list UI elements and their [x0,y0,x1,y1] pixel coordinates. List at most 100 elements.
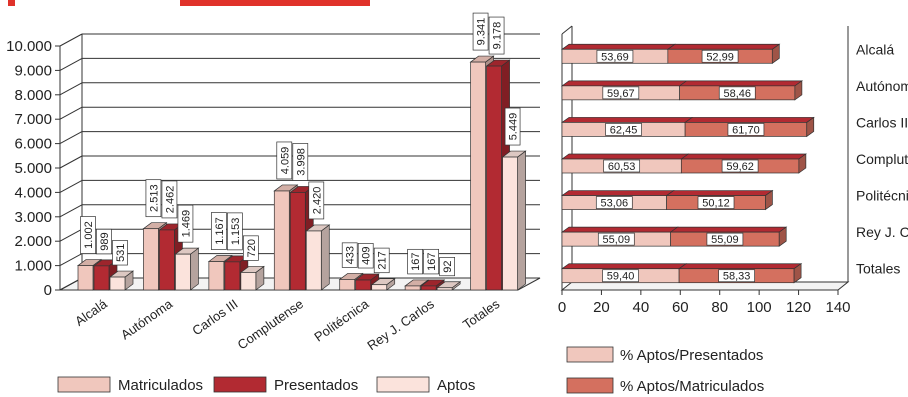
x-tick-label: 60 [672,299,689,316]
value-label-text: 989 [99,232,111,250]
bar-aptos [175,253,191,291]
value-label-text: 409 [361,247,373,265]
value-label-box [697,196,735,209]
x-category-label: Complutense [235,296,306,352]
bar-presentados [486,65,502,291]
hbar-end [793,263,802,284]
value-label-text: 61,70 [732,124,760,136]
value-label: 9.178 [488,16,505,55]
legend-swatch [566,377,614,394]
hbar-top [678,80,803,87]
value-label-box [603,159,641,173]
value-label-box [706,232,744,246]
value-label-text: 1.002 [83,221,95,249]
value-label-text: 60,53 [608,161,636,173]
value-label-text: 4.059 [279,147,291,175]
bar-matriculados [273,190,290,291]
y-category-label: Carlos III [856,114,908,130]
bar-presentados [289,192,306,291]
value-label-box [439,257,455,277]
value-label: 2.513 [145,179,162,218]
value-label-text: 9.178 [492,22,504,50]
header-accent-mark [8,0,15,6]
value-label-text: 53,69 [601,51,629,63]
hbar-end [778,226,787,247]
value-label-box [596,49,634,63]
hbar-top [560,80,688,87]
value-label-text: 3.998 [295,148,307,176]
value-label-box [373,247,390,274]
bar-presentados [355,279,372,291]
grid-diagonal [59,253,83,267]
x-tick-label: 100 [747,299,772,316]
x-category-label: Politécnica [311,296,372,345]
value-label-box [308,181,325,220]
value-label-box [243,235,259,261]
bar-side [320,224,330,291]
y-tick-label: 4.000 [14,184,52,201]
hbar-top [678,263,803,270]
value-label: 2.462 [161,180,178,219]
value-label-box [605,123,642,136]
bar-aptos [305,230,322,291]
x-tick-label: 120 [786,299,811,316]
legend-label: Presentados [274,377,358,394]
y-tick-label: 0 [44,282,52,299]
bar-aptos [502,156,518,291]
legend-label: Matriculados [118,377,203,394]
x-tick-label: 140 [825,299,850,316]
y-tick-label: 8.000 [14,87,52,104]
value-label-box [423,248,439,275]
value-label-text: 2.513 [148,184,160,212]
hbar-end [798,153,807,174]
value-label-box [721,159,759,173]
value-label-text: 58,46 [723,88,751,100]
value-label: 4.059 [276,141,293,180]
x-category-label: Carlos III [189,296,240,338]
grid-diagonal [59,57,83,71]
value-label: 720 [243,235,259,261]
y-tick-label: 2.000 [14,233,52,250]
value-label: 167 [423,248,439,275]
value-label-text: 1.167 [214,217,226,245]
bar-presentados [224,261,241,291]
value-label: 5.449 [504,107,521,146]
hbar-top [560,43,676,50]
legend-label: % Aptos/Presentados [620,347,763,364]
value-label-box [80,216,96,254]
value-label-text: 167 [426,252,438,270]
value-label-box [145,179,162,218]
x-category-label: Autónoma [118,296,176,343]
bar-matriculados [339,279,356,291]
header-accent-bar [180,0,370,6]
hbar-end [806,116,815,138]
value-label: 9.341 [472,12,489,51]
hbar-top [669,226,788,233]
value-label-text: 50,12 [702,198,730,210]
y-tick-label: 6.000 [14,136,52,153]
legend-label: % Aptos/Matriculados [620,378,764,395]
hbar-top [680,153,807,160]
value-label: 92 [439,257,455,277]
grid-diagonal [59,106,83,120]
bar-presentados [159,229,175,291]
y-category-label: Totales [856,261,900,277]
value-label-text: 720 [246,239,258,257]
y-category-label: Rey J. Carlos [856,224,908,240]
legend-label: Aptos [437,377,475,394]
x-tick-label: 40 [633,299,650,316]
y-tick-label: 3.000 [14,209,52,226]
grid-diagonal [59,33,83,47]
value-label-box [357,243,374,269]
value-label-text: 9.341 [476,18,488,46]
hbar-top [560,263,688,270]
value-label-box [112,240,128,266]
y-category-label: Politécnica [856,188,908,204]
value-label-text: 53,06 [601,198,629,210]
legend-swatch [57,376,111,393]
bar-aptos [371,284,388,291]
bar-aptos [240,272,257,291]
bar-aptos [109,276,126,291]
x-tick-label: 20 [593,299,610,316]
